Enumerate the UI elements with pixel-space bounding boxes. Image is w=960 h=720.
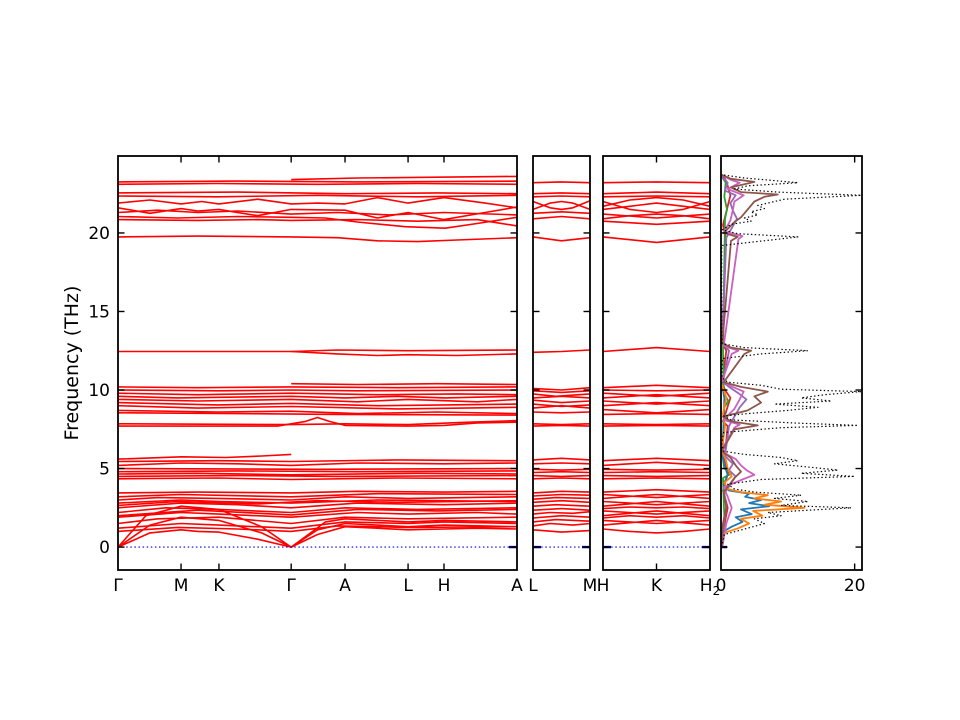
tick-label: 5 xyxy=(99,460,110,480)
tick-label: 20 xyxy=(844,576,866,596)
tick-label: A xyxy=(511,576,523,596)
tick-label: L xyxy=(528,576,538,596)
panel-1-bands xyxy=(117,175,518,548)
pdos-orange xyxy=(720,383,806,548)
dos-curves xyxy=(720,173,862,548)
tick-label: Γ xyxy=(286,576,296,596)
tick-label: K xyxy=(213,576,225,596)
tick-label: H xyxy=(438,576,451,596)
tick-label: M xyxy=(174,576,189,596)
tick-label: 0 xyxy=(99,538,110,558)
tick-label: H xyxy=(597,576,610,596)
tick-label: 15 xyxy=(88,302,110,322)
tick-label: 20 xyxy=(88,224,110,244)
tick-label: L xyxy=(403,576,413,596)
total-dos xyxy=(721,174,862,548)
tick-label: 0 xyxy=(716,576,727,596)
tick-label: Γ xyxy=(113,576,123,596)
tick-label: K xyxy=(651,576,663,596)
axes xyxy=(117,155,863,571)
pdos-green xyxy=(720,175,733,548)
panel-3-bands xyxy=(602,181,711,534)
tick-label: A xyxy=(339,576,351,596)
tick-label: 10 xyxy=(88,381,110,401)
pdos-brown xyxy=(720,173,779,548)
panel-2-bands xyxy=(532,181,591,533)
pdos-magenta xyxy=(720,174,756,548)
pdos-blue xyxy=(720,382,770,548)
tick-label: M xyxy=(583,576,598,596)
